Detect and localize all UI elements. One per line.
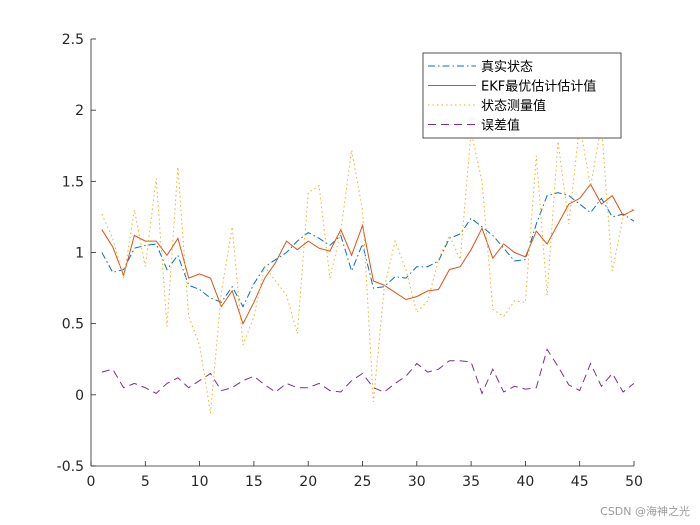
- x-tick-label: 0: [87, 474, 96, 490]
- x-tick-label: 20: [299, 474, 317, 490]
- ticks-layer: 0 5 10 15 20 25 30 35 40 45 50-0.500.511.522.5: [57, 32, 643, 490]
- x-tick-label: 5: [141, 474, 150, 490]
- x-tick-label: 10: [191, 474, 209, 490]
- series-line-1: [101, 192, 635, 308]
- legend-label-2: EKF最优估计估计值: [481, 79, 596, 95]
- legend-label-1: 真实状态: [481, 60, 533, 75]
- series-layer: [101, 124, 635, 414]
- y-tick-label: 1: [75, 246, 84, 262]
- series-line-2: [101, 183, 635, 325]
- x-tick-label: 35: [462, 474, 480, 490]
- y-tick-label: 2: [75, 103, 84, 119]
- x-tick-label: 50: [625, 474, 643, 490]
- y-tick-label: 0: [75, 388, 84, 404]
- watermark: CSDN @海神之光: [600, 505, 690, 518]
- y-tick-label: 0.5: [62, 317, 84, 333]
- legend-label-3: 状态测量值: [481, 98, 546, 114]
- x-tick-label: 40: [516, 474, 534, 490]
- x-tick-label: 30: [408, 474, 426, 490]
- x-tick-label: 15: [245, 474, 263, 490]
- y-tick-label: 2.5: [62, 32, 84, 48]
- x-tick-label: 25: [354, 474, 372, 490]
- x-tick-label: 45: [571, 474, 589, 490]
- series-line-4: [101, 348, 635, 395]
- y-tick-label: 1.5: [62, 174, 84, 190]
- y-tick-label: -0.5: [57, 459, 84, 475]
- legend-label-4: 误差值: [481, 118, 520, 134]
- legend-box: [422, 52, 622, 139]
- series-line-3: [101, 124, 635, 414]
